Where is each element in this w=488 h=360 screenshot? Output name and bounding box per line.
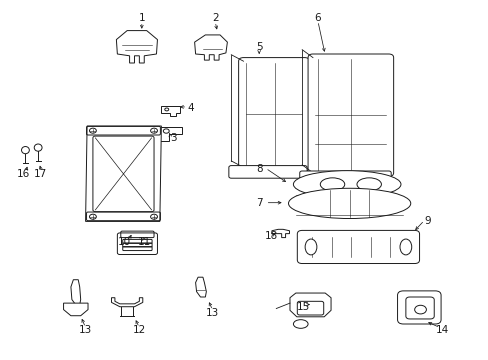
Text: 13: 13 — [205, 308, 219, 318]
Ellipse shape — [293, 320, 307, 328]
Polygon shape — [161, 106, 180, 116]
Text: 2: 2 — [211, 13, 218, 23]
Text: 7: 7 — [255, 198, 262, 208]
Text: 11: 11 — [137, 237, 151, 247]
FancyBboxPatch shape — [117, 233, 157, 255]
Polygon shape — [160, 127, 182, 141]
FancyBboxPatch shape — [228, 166, 306, 178]
Ellipse shape — [293, 171, 400, 198]
Text: 14: 14 — [435, 325, 448, 335]
Text: 1: 1 — [138, 13, 145, 23]
Text: 16: 16 — [17, 168, 30, 179]
Ellipse shape — [414, 305, 426, 314]
Text: 18: 18 — [264, 231, 278, 241]
Text: 10: 10 — [118, 237, 131, 247]
Polygon shape — [194, 35, 227, 60]
Text: 13: 13 — [79, 325, 92, 335]
Text: 3: 3 — [170, 132, 177, 143]
Polygon shape — [85, 126, 161, 221]
Polygon shape — [116, 31, 157, 63]
Ellipse shape — [305, 239, 316, 255]
FancyBboxPatch shape — [397, 291, 440, 324]
Text: 9: 9 — [424, 216, 430, 226]
FancyBboxPatch shape — [297, 301, 323, 315]
Ellipse shape — [399, 239, 411, 255]
Text: 17: 17 — [33, 168, 47, 179]
Text: 15: 15 — [296, 302, 309, 312]
FancyBboxPatch shape — [297, 230, 419, 264]
Text: 8: 8 — [255, 164, 262, 174]
Polygon shape — [195, 277, 206, 297]
Text: 12: 12 — [132, 325, 146, 335]
Text: 4: 4 — [187, 103, 194, 113]
Text: 6: 6 — [314, 13, 321, 23]
FancyBboxPatch shape — [405, 297, 433, 319]
Polygon shape — [71, 280, 81, 305]
Ellipse shape — [288, 188, 410, 219]
Polygon shape — [289, 293, 330, 317]
Polygon shape — [271, 229, 289, 238]
Text: 5: 5 — [255, 42, 262, 52]
FancyBboxPatch shape — [299, 171, 390, 185]
FancyBboxPatch shape — [238, 58, 309, 171]
Polygon shape — [111, 298, 142, 307]
FancyBboxPatch shape — [307, 54, 393, 176]
Polygon shape — [63, 303, 88, 316]
